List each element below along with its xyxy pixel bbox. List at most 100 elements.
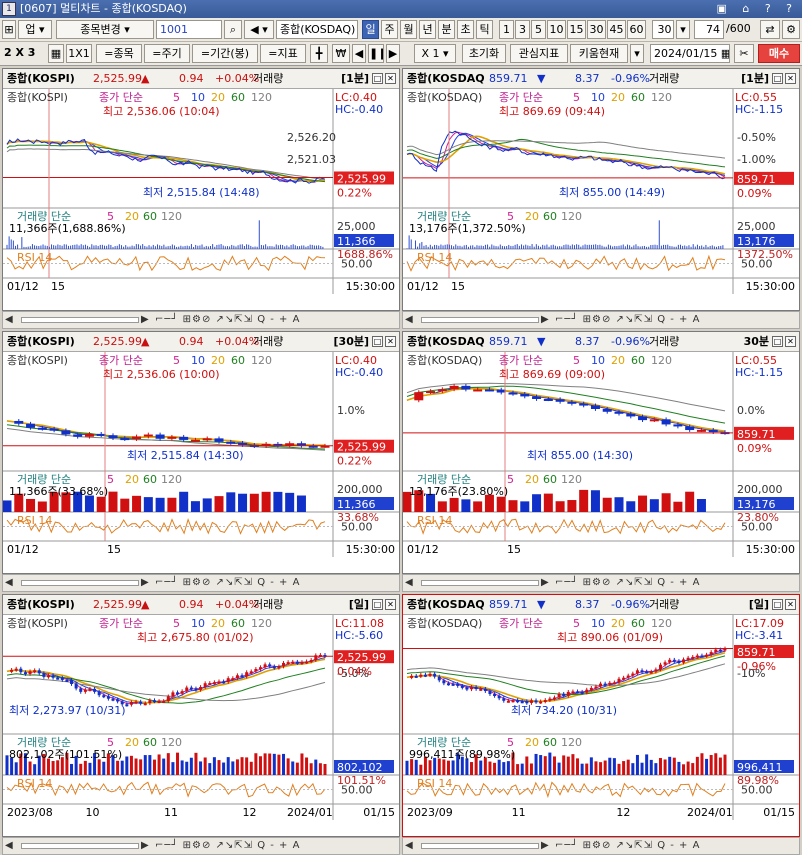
panel-scrollbar[interactable]: ◀ ▶ ⌐─┘ ⊞⚙⊘ ↗↘⇱⇲ Q - + A bbox=[402, 574, 800, 592]
page-input[interactable]: 74 bbox=[694, 20, 724, 39]
chart-area[interactable]: 종합(KOSDAQ) 종가 단순 5 10 20 60 120 최고 869.69 (09:0… bbox=[403, 352, 799, 557]
panel-scrollbar[interactable]: ◀ ▶ ⌐─┘ ⊞⚙⊘ ↗↘⇱⇲ Q - + A bbox=[2, 837, 400, 855]
count-button-2[interactable]: 5 bbox=[531, 20, 546, 39]
index-name[interactable]: 종합(KOSPI) bbox=[7, 598, 75, 611]
panel-scrollbar[interactable]: ◀ ▶ ⌐─┘ ⊞⚙⊘ ↗↘⇱⇲ Q - + A bbox=[2, 311, 400, 329]
index-name[interactable]: 종합(KOSPI) bbox=[7, 335, 75, 348]
reset-button[interactable]: 초기화 bbox=[462, 44, 506, 63]
scroll-icon[interactable]: ⇄ bbox=[760, 20, 780, 39]
count-button-3[interactable]: 10 bbox=[547, 20, 566, 39]
search-icon[interactable]: ⌕ bbox=[224, 20, 242, 39]
scroll-right-icon[interactable]: ▶ bbox=[541, 577, 549, 588]
count-button-1[interactable]: 3 bbox=[515, 20, 530, 39]
scroll-left-icon[interactable]: ◀ bbox=[405, 840, 413, 851]
chart-area[interactable]: 종합(KOSPI) 종가 단순 5 10 20 60 120 최고 2,536.06 (10:… bbox=[3, 352, 399, 557]
chart-panel-0[interactable]: 종합(KOSPI) 2,525.99 ▲ 0.94 +0.04% 거래량 [1분] □ ✕ 종합(… bbox=[2, 68, 400, 311]
period-button-2[interactable]: 월 bbox=[400, 20, 417, 39]
search-field[interactable]: 종합(KOSDAQ) bbox=[276, 20, 358, 39]
close-icon[interactable]: ✕ bbox=[785, 73, 796, 84]
interval-label[interactable]: [1분] bbox=[741, 72, 769, 85]
maximize-icon[interactable]: □ bbox=[372, 599, 383, 610]
close-icon[interactable]: ✕ bbox=[385, 336, 396, 347]
code-input[interactable]: 1001 bbox=[156, 20, 222, 39]
period-button-4[interactable]: 분 bbox=[438, 20, 455, 39]
count-button-4[interactable]: 15 bbox=[567, 20, 586, 39]
scroll-left-icon[interactable]: ◀ bbox=[5, 840, 13, 851]
period-button-6[interactable]: 틱 bbox=[476, 20, 493, 39]
period-button-3[interactable]: 년 bbox=[419, 20, 436, 39]
panel-scrollbar[interactable]: ◀ ▶ ⌐─┘ ⊞⚙⊘ ↗↘⇱⇲ Q - + A bbox=[402, 311, 800, 329]
count-dropdown-icon[interactable]: ▾ bbox=[676, 20, 690, 39]
close-icon[interactable]: ✕ bbox=[385, 599, 396, 610]
index-name[interactable]: 종합(KOSDAQ bbox=[407, 72, 485, 85]
panel-scrollbar[interactable]: ◀ ▶ ⌐─┘ ⊞⚙⊘ ↗↘⇱⇲ Q - + A bbox=[402, 837, 800, 855]
sound-icon[interactable]: ◀ ▾ bbox=[244, 20, 274, 39]
scroll-left-icon[interactable]: ◀ bbox=[352, 44, 366, 63]
chart-panel-3[interactable]: 종합(KOSDAQ 859.71 ▼ 8.37 -0.96% 거래량 30분 □ ✕ 종합(KOS… bbox=[402, 331, 800, 574]
crosshair-icon[interactable]: ╋ bbox=[310, 44, 328, 63]
scroll-track[interactable] bbox=[21, 317, 139, 323]
code-change-select[interactable]: 종목변경 ▾ bbox=[56, 20, 154, 39]
maximize-icon[interactable]: □ bbox=[772, 599, 783, 610]
chart-tool-icons[interactable]: ⌐─┘ ⊞⚙⊘ ↗↘⇱⇲ Q - + A bbox=[155, 314, 301, 325]
chart-panel-4[interactable]: 종합(KOSPI) 2,525.99 ▲ 0.94 +0.04% 거래량 [일] □ ✕ 종합(K… bbox=[2, 594, 400, 837]
close-icon[interactable]: ✕ bbox=[785, 599, 796, 610]
scroll-left-icon[interactable]: ◀ bbox=[5, 314, 13, 325]
maximize-icon[interactable]: □ bbox=[772, 336, 783, 347]
cycle-button[interactable]: =주기 bbox=[144, 44, 190, 63]
lock-icon[interactable]: ⊞ bbox=[2, 20, 16, 39]
scroll-track[interactable] bbox=[421, 317, 539, 323]
grid-toggle-icon[interactable]: ₩ bbox=[332, 44, 350, 63]
scroll-track[interactable] bbox=[21, 580, 139, 586]
interval-label[interactable]: [30분] bbox=[333, 335, 369, 348]
maximize-icon[interactable]: □ bbox=[372, 73, 383, 84]
scroll-right-icon[interactable]: ▶ bbox=[541, 314, 549, 325]
chart-panel-2[interactable]: 종합(KOSPI) 2,525.99 ▲ 0.94 +0.04% 거래량 [30분] □ ✕ 종합… bbox=[2, 331, 400, 574]
chart-tool-icons[interactable]: ⌐─┘ ⊞⚙⊘ ↗↘⇱⇲ Q - + A bbox=[555, 314, 701, 325]
grid-icon[interactable]: ▦ bbox=[48, 44, 64, 63]
item-button[interactable]: =종목 bbox=[96, 44, 142, 63]
maximize-icon[interactable]: □ bbox=[372, 336, 383, 347]
period-button[interactable]: =기간(봉) bbox=[192, 44, 258, 63]
panel-scrollbar[interactable]: ◀ ▶ ⌐─┘ ⊞⚙⊘ ↗↘⇱⇲ Q - + A bbox=[2, 574, 400, 592]
count-button-5[interactable]: 30 bbox=[587, 20, 606, 39]
index-name[interactable]: 종합(KOSDAQ bbox=[407, 335, 485, 348]
index-name[interactable]: 종합(KOSPI) bbox=[7, 72, 75, 85]
kiwoom-dropdown-icon[interactable]: ▾ bbox=[630, 44, 644, 63]
scroll-right-icon[interactable]: ▶ bbox=[541, 840, 549, 851]
kiwoom-current-button[interactable]: 키움현재 bbox=[570, 44, 628, 63]
count-input[interactable]: 30 bbox=[652, 20, 674, 39]
interval-label[interactable]: [일] bbox=[748, 598, 769, 611]
multiplier-select[interactable]: X 1 ▾ bbox=[414, 44, 456, 63]
interval-label[interactable]: 30분 bbox=[743, 335, 769, 348]
scroll-left-icon[interactable]: ◀ bbox=[405, 577, 413, 588]
tools-icon[interactable]: ✂ bbox=[734, 44, 754, 63]
interval-label[interactable]: [일] bbox=[348, 598, 369, 611]
scroll-right-icon[interactable]: ▶ bbox=[141, 314, 149, 325]
chart-panel-5[interactable]: 종합(KOSDAQ 859.71 ▼ 8.37 -0.96% 거래량 [일] □ ✕ 종합(KOS… bbox=[402, 594, 800, 837]
date-input[interactable]: 2024/01/15 ▦ bbox=[650, 44, 730, 63]
scroll-right-icon[interactable]: ▶ bbox=[386, 44, 400, 63]
scroll-track[interactable] bbox=[421, 580, 539, 586]
one-by-one-button[interactable]: 1X1 bbox=[66, 44, 92, 63]
close-icon[interactable]: ✕ bbox=[785, 336, 796, 347]
scroll-left-icon[interactable]: ◀ bbox=[5, 577, 13, 588]
period-button-5[interactable]: 초 bbox=[457, 20, 474, 39]
scroll-track[interactable] bbox=[21, 843, 139, 849]
chart-panel-1[interactable]: 종합(KOSDAQ 859.71 ▼ 8.37 -0.96% 거래량 [1분] □ ✕ 종합(KO… bbox=[402, 68, 800, 311]
scroll-right-icon[interactable]: ▶ bbox=[141, 840, 149, 851]
chart-area[interactable]: 종합(KOSDAQ) 종가 단순 5 10 20 60 120 최고 869.69 (09:4… bbox=[403, 89, 799, 294]
index-name[interactable]: 종합(KOSDAQ bbox=[407, 598, 485, 611]
count-button-7[interactable]: 60 bbox=[627, 20, 646, 39]
close-icon[interactable]: ✕ bbox=[385, 73, 396, 84]
window-controls[interactable]: ▣ ⌂ ? ? bbox=[716, 2, 798, 15]
chart-area[interactable]: 종합(KOSPI) 종가 단순 5 10 20 60 120 최고 2,536.06 (10:… bbox=[3, 89, 399, 294]
code-type-select[interactable]: 업 ▾ bbox=[18, 20, 52, 39]
chart-tool-icons[interactable]: ⌐─┘ ⊞⚙⊘ ↗↘⇱⇲ Q - + A bbox=[555, 577, 701, 588]
interest-indicator-button[interactable]: 관심지표 bbox=[510, 44, 568, 63]
interval-label[interactable]: [1분] bbox=[341, 72, 369, 85]
pause-icon[interactable]: ❚❚ bbox=[368, 44, 384, 63]
chart-tool-icons[interactable]: ⌐─┘ ⊞⚙⊘ ↗↘⇱⇲ Q - + A bbox=[555, 840, 701, 851]
